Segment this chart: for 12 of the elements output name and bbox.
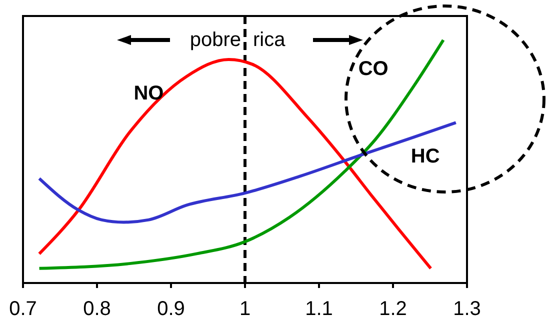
- annotation: pobre: [190, 29, 241, 51]
- x-tick-label: 1: [239, 298, 251, 320]
- x-tick-label: 1.2: [379, 298, 407, 320]
- annotation: rica: [253, 29, 286, 51]
- x-tick-label: 0.8: [83, 298, 111, 320]
- series-label: NO: [134, 82, 164, 104]
- x-tick-label: 0.7: [9, 298, 37, 320]
- series-label: CO: [358, 58, 388, 80]
- x-tick-label: 1.3: [453, 298, 481, 320]
- x-tick-label: 1.1: [305, 298, 333, 320]
- series-label: HC: [410, 146, 440, 168]
- x-tick-label: 0.9: [157, 298, 185, 320]
